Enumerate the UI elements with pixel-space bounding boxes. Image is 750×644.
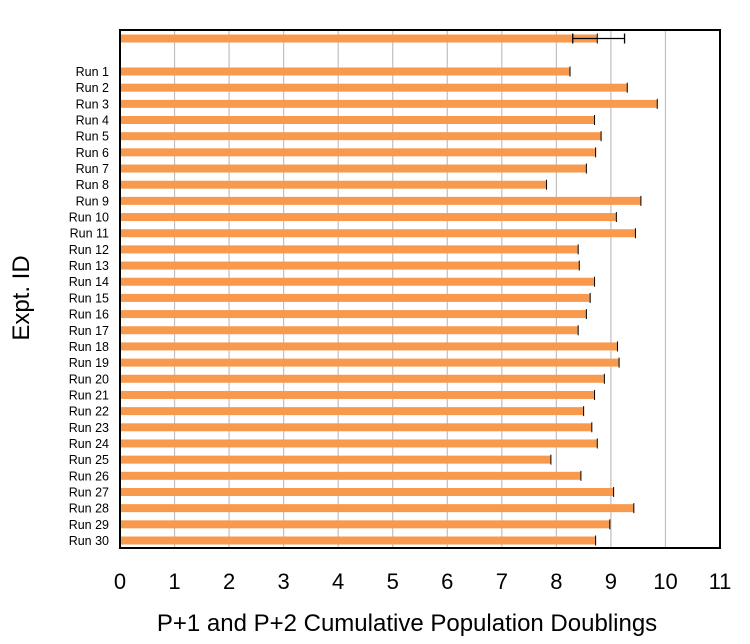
bar-run-20 [121, 374, 605, 383]
y-tick-label: Run 22 [69, 405, 109, 419]
bar-run-8 [121, 180, 547, 189]
y-tick-label: Run 16 [69, 308, 109, 322]
x-tick-label: 5 [387, 569, 399, 594]
bar-run-27 [121, 487, 614, 496]
plot-area-frame [119, 29, 721, 549]
bar-run-1 [121, 67, 570, 76]
x-tick-label: 11 [709, 569, 732, 594]
y-tick-label: Run 12 [69, 243, 109, 257]
bar-run-14 [121, 277, 595, 286]
y-tick-label: Run 4 [76, 114, 109, 128]
y-tick-label: Run 2 [76, 81, 109, 95]
bar-run-26 [121, 471, 581, 480]
bar-run-18 [121, 342, 618, 351]
bar-run-28 [121, 504, 634, 513]
x-tick-label: 0 [114, 569, 126, 594]
y-tick-label: Run 10 [69, 211, 109, 225]
y-tick-label: Run 24 [69, 437, 109, 451]
y-tick-label: Run 20 [69, 372, 109, 386]
y-tick-label: Run 26 [69, 469, 109, 483]
x-tick-label: 7 [496, 569, 508, 594]
bar-run-15 [121, 293, 591, 302]
x-tick-label: 6 [441, 569, 453, 594]
y-tick-label: Run 25 [69, 453, 109, 467]
y-tick-label: Run 1 [76, 65, 109, 79]
bar-run-9 [121, 196, 641, 205]
y-tick-label: Run 21 [69, 388, 109, 402]
bar-run-21 [121, 390, 595, 399]
bar-run-23 [121, 423, 592, 432]
x-tick-label: 9 [605, 569, 617, 594]
bar-run-3 [121, 99, 658, 108]
y-tick-label: Run 17 [69, 324, 109, 338]
bar-run-10 [121, 213, 617, 222]
bar-run-11 [121, 229, 636, 238]
y-tick-label: Run 19 [69, 356, 109, 370]
y-tick-label: Run 6 [76, 146, 109, 160]
y-tick-label: Run 3 [76, 97, 109, 111]
y-tick-label: Run 30 [69, 534, 109, 548]
bar-run-29 [121, 520, 610, 529]
x-tick-label: 4 [332, 569, 344, 594]
x-axis-title: P+1 and P+2 Cumulative Population Doubli… [157, 610, 657, 637]
y-tick-label: Run 27 [69, 485, 109, 499]
x-tick-label: 8 [550, 569, 562, 594]
bar-run-22 [121, 407, 584, 416]
x-tick-label: 1 [168, 569, 180, 594]
y-tick-label: Run 9 [76, 194, 109, 208]
x-tick-label: 10 [653, 569, 677, 594]
y-tick-label: Run 29 [69, 518, 109, 532]
y-tick-label: Run 14 [69, 275, 109, 289]
bars [121, 33, 658, 546]
bar-run-5 [121, 132, 602, 141]
bar-run-25 [121, 455, 551, 464]
bar-run-17 [121, 326, 579, 335]
bar-run-2 [121, 83, 628, 92]
y-tick-label: Run 7 [76, 162, 109, 176]
y-tick-label: Run 15 [69, 291, 109, 305]
x-tick-label: 3 [278, 569, 290, 594]
bar-run-7 [121, 164, 587, 173]
y-axis-title: Expt. ID [8, 255, 35, 340]
y-tick-label: Run 23 [69, 421, 109, 435]
x-tick-label: 2 [223, 569, 235, 594]
y-tick-label: Run 28 [69, 502, 109, 516]
y-tick-label: Run 11 [70, 227, 109, 241]
y-tick-label: Run 8 [76, 178, 109, 192]
y-tick-label: Run 13 [69, 259, 109, 273]
summary-bar [121, 34, 598, 43]
bar-run-13 [121, 261, 580, 270]
bar-run-30 [121, 536, 596, 545]
y-tick-label: Run 18 [69, 340, 109, 354]
y-tick-label: Run 5 [76, 130, 109, 144]
bar-run-19 [121, 358, 620, 367]
y-tick-labels: Run 1 Run 2 Run 3 Run 4 Run 5 Run 6 Run 7 Run 8… [69, 65, 109, 548]
bar-run-12 [121, 245, 579, 254]
bar-run-4 [121, 116, 595, 125]
bar-run-16 [121, 310, 587, 319]
bar-run-6 [121, 148, 596, 157]
x-tick-labels: 0 1 2 3 4 5 6 7 8 9 10 11 [114, 569, 732, 594]
bar-run-24 [121, 439, 598, 448]
